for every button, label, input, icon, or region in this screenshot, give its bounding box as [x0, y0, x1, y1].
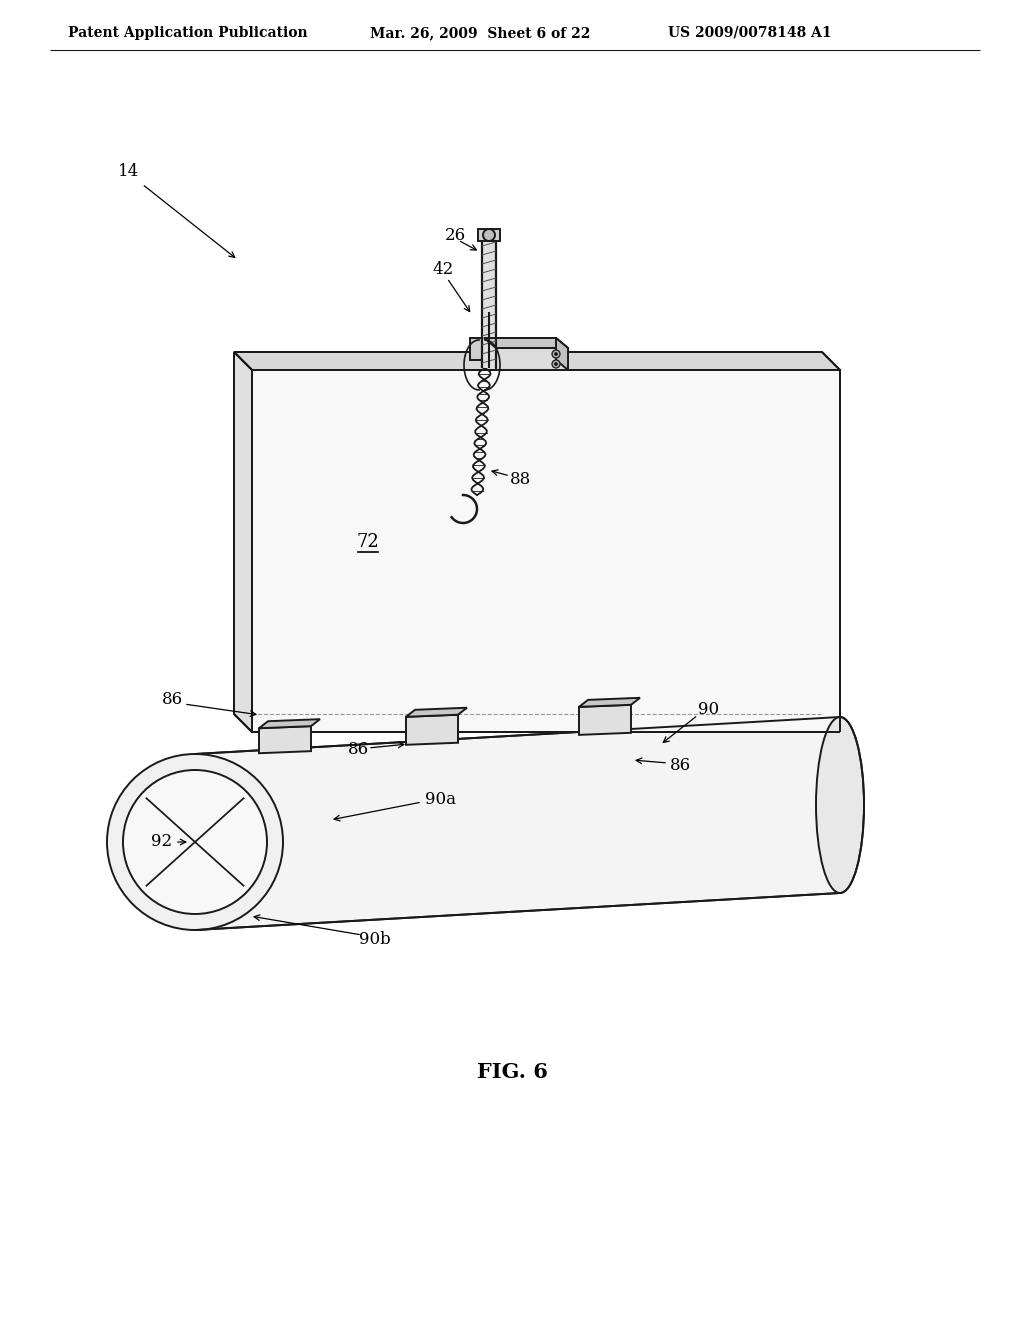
Polygon shape	[579, 705, 631, 735]
Text: FIG. 6: FIG. 6	[476, 1063, 548, 1082]
Text: 88: 88	[510, 471, 531, 488]
Polygon shape	[484, 338, 568, 348]
Circle shape	[106, 754, 283, 931]
Text: 92: 92	[152, 833, 173, 850]
Text: 90: 90	[698, 701, 719, 718]
Text: 86: 86	[670, 756, 691, 774]
Polygon shape	[482, 230, 496, 368]
Polygon shape	[496, 348, 568, 370]
Polygon shape	[470, 338, 556, 360]
Polygon shape	[406, 714, 458, 744]
Circle shape	[555, 363, 557, 366]
Text: 42: 42	[432, 261, 454, 279]
Polygon shape	[556, 338, 568, 370]
Ellipse shape	[816, 717, 864, 894]
Circle shape	[552, 350, 560, 358]
Text: Mar. 26, 2009  Sheet 6 of 22: Mar. 26, 2009 Sheet 6 of 22	[370, 26, 591, 40]
Polygon shape	[252, 370, 840, 733]
Text: 90b: 90b	[359, 932, 391, 949]
Polygon shape	[195, 717, 840, 931]
Polygon shape	[259, 719, 319, 729]
Circle shape	[552, 360, 560, 368]
Text: Patent Application Publication: Patent Application Publication	[68, 26, 307, 40]
Polygon shape	[579, 698, 640, 708]
Text: 14: 14	[118, 164, 139, 181]
Circle shape	[555, 352, 557, 355]
Text: 90a: 90a	[425, 792, 456, 808]
Text: 86: 86	[348, 742, 369, 759]
Polygon shape	[234, 352, 840, 370]
Polygon shape	[406, 708, 467, 717]
Text: 72: 72	[356, 533, 379, 550]
Text: 86: 86	[162, 692, 183, 709]
Circle shape	[123, 770, 267, 913]
Polygon shape	[259, 726, 311, 754]
Polygon shape	[234, 352, 252, 733]
Text: US 2009/0078148 A1: US 2009/0078148 A1	[668, 26, 831, 40]
Polygon shape	[478, 228, 500, 242]
Circle shape	[483, 228, 495, 242]
Text: 26: 26	[445, 227, 466, 243]
